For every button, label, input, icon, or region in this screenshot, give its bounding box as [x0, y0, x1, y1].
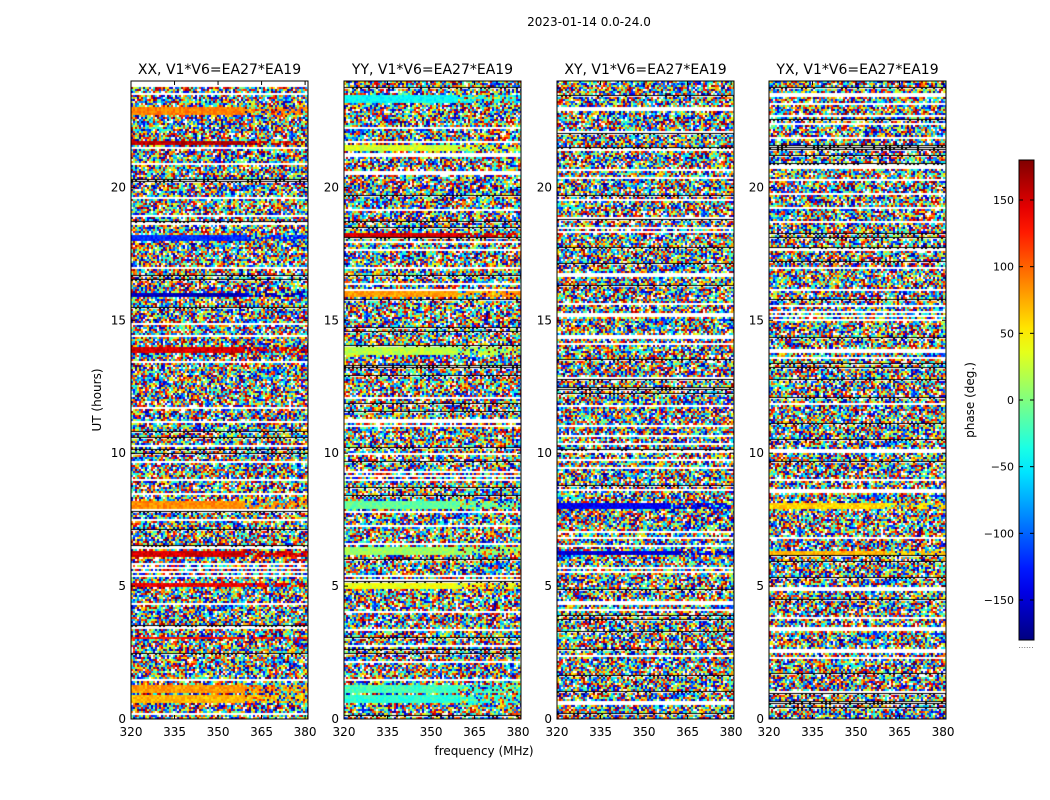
colorbar-tick-label: 100: [993, 261, 1014, 274]
y-tick-label: 10: [537, 446, 552, 460]
colorbar-label: phase (deg.): [963, 362, 977, 438]
colorbar-below-label: ......: [1018, 641, 1033, 650]
x-tick-label: 320: [333, 725, 356, 739]
x-tick-label: 350: [845, 725, 868, 739]
y-tick-label: 0: [118, 712, 126, 726]
y-tick-label: 5: [544, 579, 552, 593]
figure-suptitle: 2023-01-14 0.0-24.0: [527, 15, 651, 29]
x-tick-label: 380: [932, 725, 955, 739]
x-tick-label: 350: [207, 725, 230, 739]
y-tick-label: 10: [111, 446, 126, 460]
panel: YY, V1*V6=EA27*EA19 320 335 350 365 380 0 5 10 15…: [324, 62, 530, 739]
y-tick-label: 0: [756, 712, 764, 726]
colorbar: −150 −100 −50 0 50 100 150: [984, 159, 1035, 641]
y-tick-label: 20: [324, 180, 339, 194]
y-tick-label: 15: [537, 313, 552, 327]
panels: XX, V1*V6=EA27*EA19 320 335 350 365 380 0 5 10 15…: [111, 62, 955, 739]
colorbar-tick-label: −150: [984, 594, 1014, 607]
y-tick-label: 5: [331, 579, 339, 593]
phase-heatmap: [769, 81, 946, 719]
x-tick-label: 320: [120, 725, 143, 739]
panel-title: XY, V1*V6=EA27*EA19: [564, 62, 726, 78]
y-tick-label: 10: [324, 446, 339, 460]
x-tick-label: 335: [163, 725, 186, 739]
y-tick-label: 10: [749, 446, 764, 460]
x-tick-label: 380: [507, 725, 530, 739]
x-tick-label: 365: [250, 725, 273, 739]
x-tick-label: 335: [589, 725, 612, 739]
y-axis-label: UT (hours): [90, 368, 104, 431]
x-tick-label: 350: [633, 725, 656, 739]
panel: XX, V1*V6=EA27*EA19 320 335 350 365 380 0 5 10 15…: [111, 62, 317, 739]
x-tick-label: 365: [676, 725, 699, 739]
y-tick-label: 20: [749, 180, 764, 194]
y-tick-label: 15: [749, 313, 764, 327]
panel-frame: [768, 80, 947, 720]
panel-frame: [556, 80, 735, 720]
panel: XY, V1*V6=EA27*EA19 320 335 350 365 380 0 5 10 15…: [537, 62, 743, 739]
colorbar-tick-label: −100: [984, 527, 1014, 540]
phase-heatmap: [557, 81, 734, 719]
panel-frame: [130, 80, 309, 720]
panel: YX, V1*V6=EA27*EA19 320 335 350 365 380 0 5 10 15…: [749, 62, 955, 739]
panel-title: YY, V1*V6=EA27*EA19: [351, 62, 513, 78]
colorbar-tick-label: −50: [991, 461, 1014, 474]
colorbar-tick-label: 0: [1007, 394, 1014, 407]
x-tick-label: 335: [376, 725, 399, 739]
y-tick-label: 15: [111, 313, 126, 327]
x-tick-label: 365: [888, 725, 911, 739]
panel-frame: [343, 80, 522, 720]
x-tick-label: 320: [546, 725, 569, 739]
x-tick-label: 365: [463, 725, 486, 739]
y-tick-label: 0: [331, 712, 339, 726]
x-tick-label: 335: [801, 725, 824, 739]
phase-heatmap: [344, 81, 521, 719]
x-tick-label: 380: [294, 725, 317, 739]
y-tick-label: 20: [111, 180, 126, 194]
y-tick-label: 20: [537, 180, 552, 194]
x-tick-label: 350: [420, 725, 443, 739]
x-tick-label: 380: [720, 725, 743, 739]
x-tick-label: 320: [758, 725, 781, 739]
panel-title: XX, V1*V6=EA27*EA19: [138, 62, 301, 78]
y-tick-label: 15: [324, 313, 339, 327]
y-tick-label: 0: [544, 712, 552, 726]
phase-heatmap: [131, 81, 308, 719]
y-tick-label: 5: [118, 579, 126, 593]
x-axis-label: frequency (MHz): [434, 744, 533, 758]
panel-title: YX, V1*V6=EA27*EA19: [775, 62, 938, 78]
y-tick-label: 5: [756, 579, 764, 593]
colorbar-tick-label: 50: [1000, 327, 1014, 340]
colorbar-tick-label: 150: [993, 194, 1014, 207]
